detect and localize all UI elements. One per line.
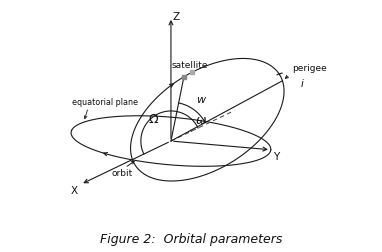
Text: $\Omega$: $\Omega$ bbox=[148, 113, 159, 126]
Text: X: X bbox=[71, 186, 78, 196]
Text: $i$: $i$ bbox=[300, 77, 305, 89]
Text: $w$: $w$ bbox=[196, 94, 207, 105]
Text: satellite: satellite bbox=[172, 61, 209, 71]
Text: equatorial plane: equatorial plane bbox=[72, 98, 138, 107]
Text: perigee: perigee bbox=[293, 64, 327, 73]
Text: Figure 2:  Orbital parameters: Figure 2: Orbital parameters bbox=[100, 233, 282, 246]
Text: Y: Y bbox=[273, 152, 280, 162]
Text: Z: Z bbox=[173, 12, 180, 22]
Text: orbit: orbit bbox=[112, 169, 133, 178]
Text: $\omega$: $\omega$ bbox=[195, 114, 207, 127]
